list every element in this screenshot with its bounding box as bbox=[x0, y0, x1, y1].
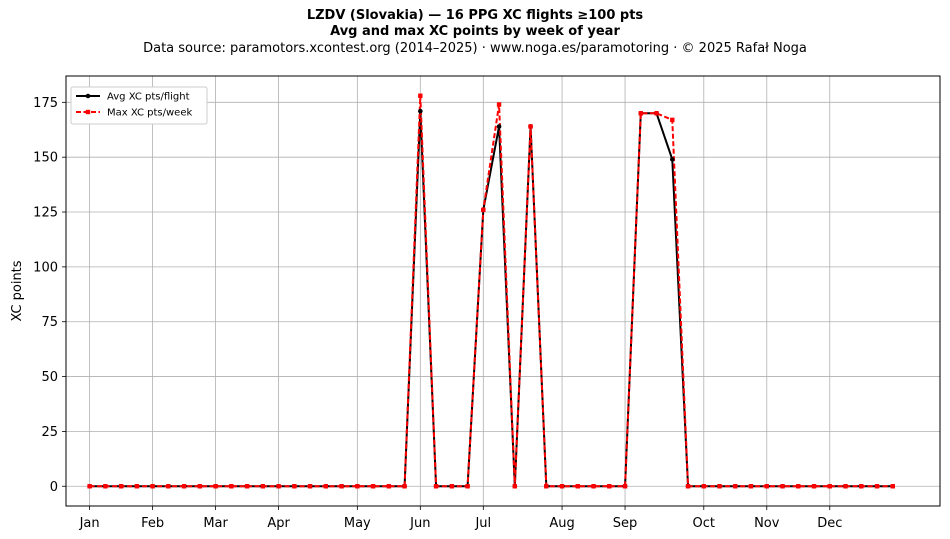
chart-titles: LZDV (Slovakia) — 16 PPG XC flights ≥100… bbox=[0, 8, 950, 57]
x-tick-label: Feb bbox=[141, 516, 164, 531]
data-point-max bbox=[685, 484, 691, 489]
data-point-max bbox=[481, 207, 486, 213]
legend-label-avg: Avg XC pts/flight bbox=[107, 92, 190, 103]
x-tick-label: Jul bbox=[474, 516, 491, 531]
x-tick-label: Sep bbox=[613, 516, 638, 531]
data-point-max bbox=[591, 484, 596, 489]
data-point-max bbox=[355, 484, 360, 489]
data-point-max bbox=[229, 484, 234, 489]
data-point-max bbox=[717, 484, 722, 489]
data-point-max bbox=[575, 484, 581, 489]
data-point-max bbox=[323, 484, 329, 489]
x-tick-label: Apr bbox=[267, 516, 290, 531]
data-point-max bbox=[859, 484, 864, 489]
data-point-max bbox=[622, 484, 628, 489]
x-tick-label: Nov bbox=[754, 516, 780, 531]
legend-box bbox=[70, 86, 208, 125]
data-point-max bbox=[307, 484, 313, 489]
data-point-max bbox=[134, 484, 140, 489]
legend: Avg XC pts/flight Max XC pts/week bbox=[70, 86, 208, 125]
y-tick-label: 100 bbox=[33, 260, 58, 275]
data-point-max bbox=[103, 484, 108, 489]
grid-lines bbox=[66, 76, 940, 506]
plot-frame bbox=[65, 75, 941, 507]
data-point-max bbox=[386, 484, 392, 489]
chart-title: LZDV (Slovakia) — 16 PPG XC flights ≥100… bbox=[306, 8, 644, 23]
x-tick-label: Jun bbox=[409, 516, 430, 531]
data-point-max bbox=[811, 484, 817, 489]
data-point-max bbox=[843, 484, 848, 489]
x-tick-label: Aug bbox=[549, 516, 574, 531]
series-line-max bbox=[89, 94, 893, 488]
data-point-max bbox=[874, 484, 880, 489]
x-tick-label: Dec bbox=[817, 516, 842, 531]
y-tick-label: 0 bbox=[50, 480, 58, 495]
data-point-max bbox=[339, 484, 344, 489]
data-point-max bbox=[764, 484, 769, 489]
data-point-max bbox=[701, 484, 706, 489]
legend-label-max: Max XC pts/week bbox=[107, 108, 192, 119]
data-point-max bbox=[244, 484, 250, 489]
data-point-max bbox=[748, 484, 754, 489]
data-point-max bbox=[638, 111, 643, 116]
data-source-line: Data source: paramotors.xcontest.org (20… bbox=[143, 41, 807, 56]
legend-marker-max bbox=[85, 109, 91, 115]
data-point-avg bbox=[669, 157, 675, 162]
y-tick-label: 75 bbox=[41, 315, 58, 330]
data-point-max bbox=[449, 484, 455, 489]
x-tick-label: Jan bbox=[79, 516, 100, 531]
x-tick-label: Mar bbox=[203, 516, 228, 531]
x-axis-ticks: Jan Feb Mar Apr May Jun Jul Aug Sep Oct Nov Dec bbox=[79, 506, 842, 531]
y-axis-label: XC points bbox=[10, 260, 25, 321]
series-line-avg bbox=[89, 110, 893, 488]
legend-marker-avg bbox=[85, 93, 91, 99]
data-point-max bbox=[780, 484, 785, 489]
data-point-max bbox=[496, 102, 502, 107]
data-point-max bbox=[827, 484, 832, 489]
y-axis-ticks: 0 25 50 75 100 125 150 175 bbox=[33, 96, 66, 495]
y-tick-label: 150 bbox=[33, 151, 58, 166]
data-point-max bbox=[276, 484, 281, 489]
data-point-max bbox=[213, 484, 218, 489]
data-point-max bbox=[670, 117, 675, 123]
data-point-max bbox=[433, 484, 439, 489]
y-tick-label: 50 bbox=[41, 370, 58, 385]
chart-subtitle: Avg and max XC points by week of year bbox=[330, 24, 620, 39]
series-lines bbox=[87, 93, 896, 489]
data-point-max bbox=[607, 484, 612, 489]
data-point-max bbox=[181, 484, 187, 489]
data-point-max bbox=[654, 111, 659, 116]
data-point-max bbox=[559, 484, 565, 489]
data-point-max bbox=[733, 484, 738, 489]
x-tick-label: Oct bbox=[693, 516, 715, 531]
data-point-max bbox=[370, 484, 376, 489]
data-point-max bbox=[118, 484, 124, 489]
y-tick-label: 25 bbox=[41, 425, 58, 440]
data-point-max bbox=[544, 484, 549, 489]
data-point-max bbox=[292, 484, 297, 489]
data-point-max bbox=[890, 484, 895, 489]
data-point-max bbox=[166, 484, 171, 489]
data-point-max bbox=[150, 484, 155, 489]
data-point-max bbox=[260, 484, 266, 489]
data-point-max bbox=[512, 484, 518, 489]
y-tick-label: 125 bbox=[33, 206, 58, 221]
data-point-avg bbox=[496, 124, 502, 129]
data-point-max bbox=[465, 484, 470, 489]
data-point-max bbox=[528, 124, 533, 129]
data-point-max bbox=[197, 484, 203, 489]
data-point-max bbox=[402, 484, 407, 489]
data-point-avg bbox=[418, 108, 423, 114]
x-tick-label: May bbox=[344, 516, 371, 531]
data-point-max bbox=[418, 93, 423, 98]
data-point-max bbox=[87, 484, 92, 489]
data-point-max bbox=[796, 484, 801, 489]
y-tick-label: 175 bbox=[33, 96, 58, 111]
